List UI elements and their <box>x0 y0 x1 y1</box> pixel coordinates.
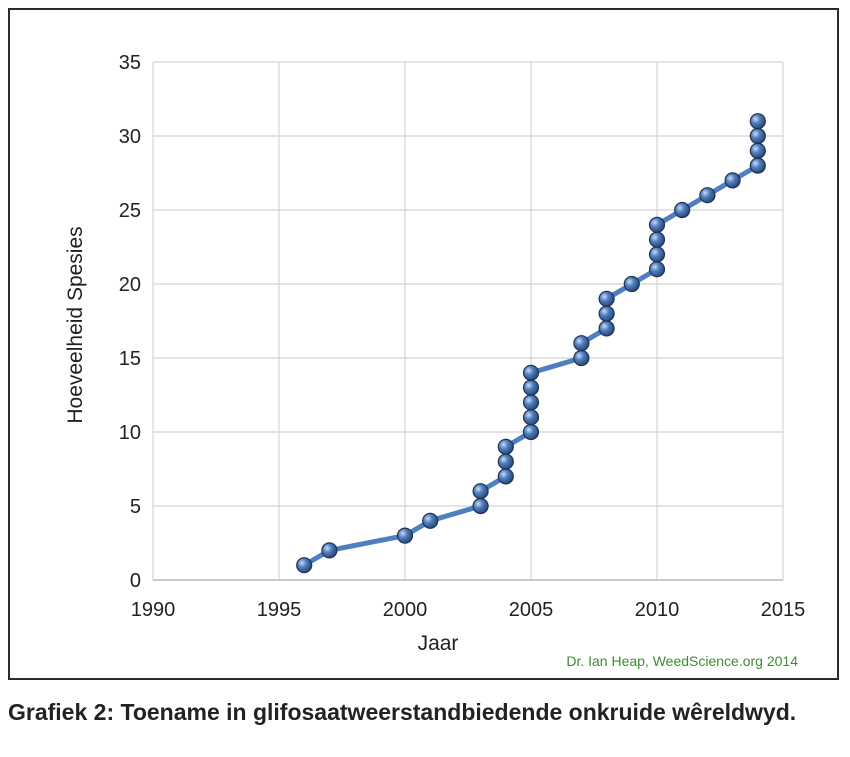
data-point <box>522 379 540 396</box>
y-tick-label: 30 <box>119 126 141 148</box>
y-tick-label: 0 <box>130 570 141 592</box>
data-points <box>296 113 766 574</box>
data-point <box>296 557 313 574</box>
data-point <box>648 246 666 263</box>
data-point <box>598 320 615 337</box>
x-tick-label: 1990 <box>131 599 176 621</box>
data-point <box>472 497 489 515</box>
data-point <box>522 394 540 411</box>
y-tick-label: 5 <box>130 496 141 518</box>
data-point <box>598 290 615 307</box>
y-axis-label: Hoeveelheid Spesies <box>64 226 87 423</box>
data-point <box>321 542 338 559</box>
y-tick-label: 15 <box>119 348 141 370</box>
x-axis-label: Jaar <box>418 632 459 655</box>
data-point <box>749 127 766 145</box>
x-tick-label: 2000 <box>383 599 428 621</box>
x-tick-labels: 1990 1995 2000 2005 2010 2015 <box>131 599 806 621</box>
data-point <box>497 468 514 485</box>
y-tick-labels: 0 5 10 15 20 25 30 35 <box>119 52 141 592</box>
data-point <box>648 216 666 233</box>
y-tick-label: 10 <box>119 422 141 444</box>
data-point <box>522 423 540 441</box>
data-point <box>573 349 590 367</box>
data-point <box>623 275 640 293</box>
data-point <box>699 187 716 204</box>
data-point <box>522 364 540 381</box>
data-point <box>522 409 540 426</box>
data-point <box>724 172 741 189</box>
data-point <box>497 438 514 455</box>
figure-caption: Grafiek 2: Toename in glifosaatweerstand… <box>8 699 797 725</box>
y-tick-label: 25 <box>119 200 141 222</box>
x-tick-label: 2005 <box>509 599 554 621</box>
data-point <box>497 453 514 470</box>
source-annotation: Dr. Ian Heap, WeedScience.org 2014 <box>566 653 798 669</box>
data-point <box>648 231 666 248</box>
x-tick-label: 2015 <box>761 599 806 621</box>
data-point <box>598 305 615 322</box>
data-point <box>648 261 666 278</box>
data-point <box>396 527 414 544</box>
data-point <box>573 335 590 352</box>
data-point <box>749 113 766 130</box>
data-point <box>749 142 766 159</box>
data-point <box>472 483 489 500</box>
data-point <box>749 157 766 174</box>
data-point <box>674 201 691 219</box>
y-tick-label: 20 <box>119 274 141 296</box>
x-tick-label: 2010 <box>635 599 680 621</box>
y-tick-label: 35 <box>119 52 141 74</box>
chart-frame: 0 5 10 15 20 25 30 35 1990 1995 2000 2005 2010 2015 … <box>8 8 839 680</box>
data-point <box>422 512 439 529</box>
gridlines <box>152 61 784 581</box>
x-tick-label: 1995 <box>257 599 302 621</box>
